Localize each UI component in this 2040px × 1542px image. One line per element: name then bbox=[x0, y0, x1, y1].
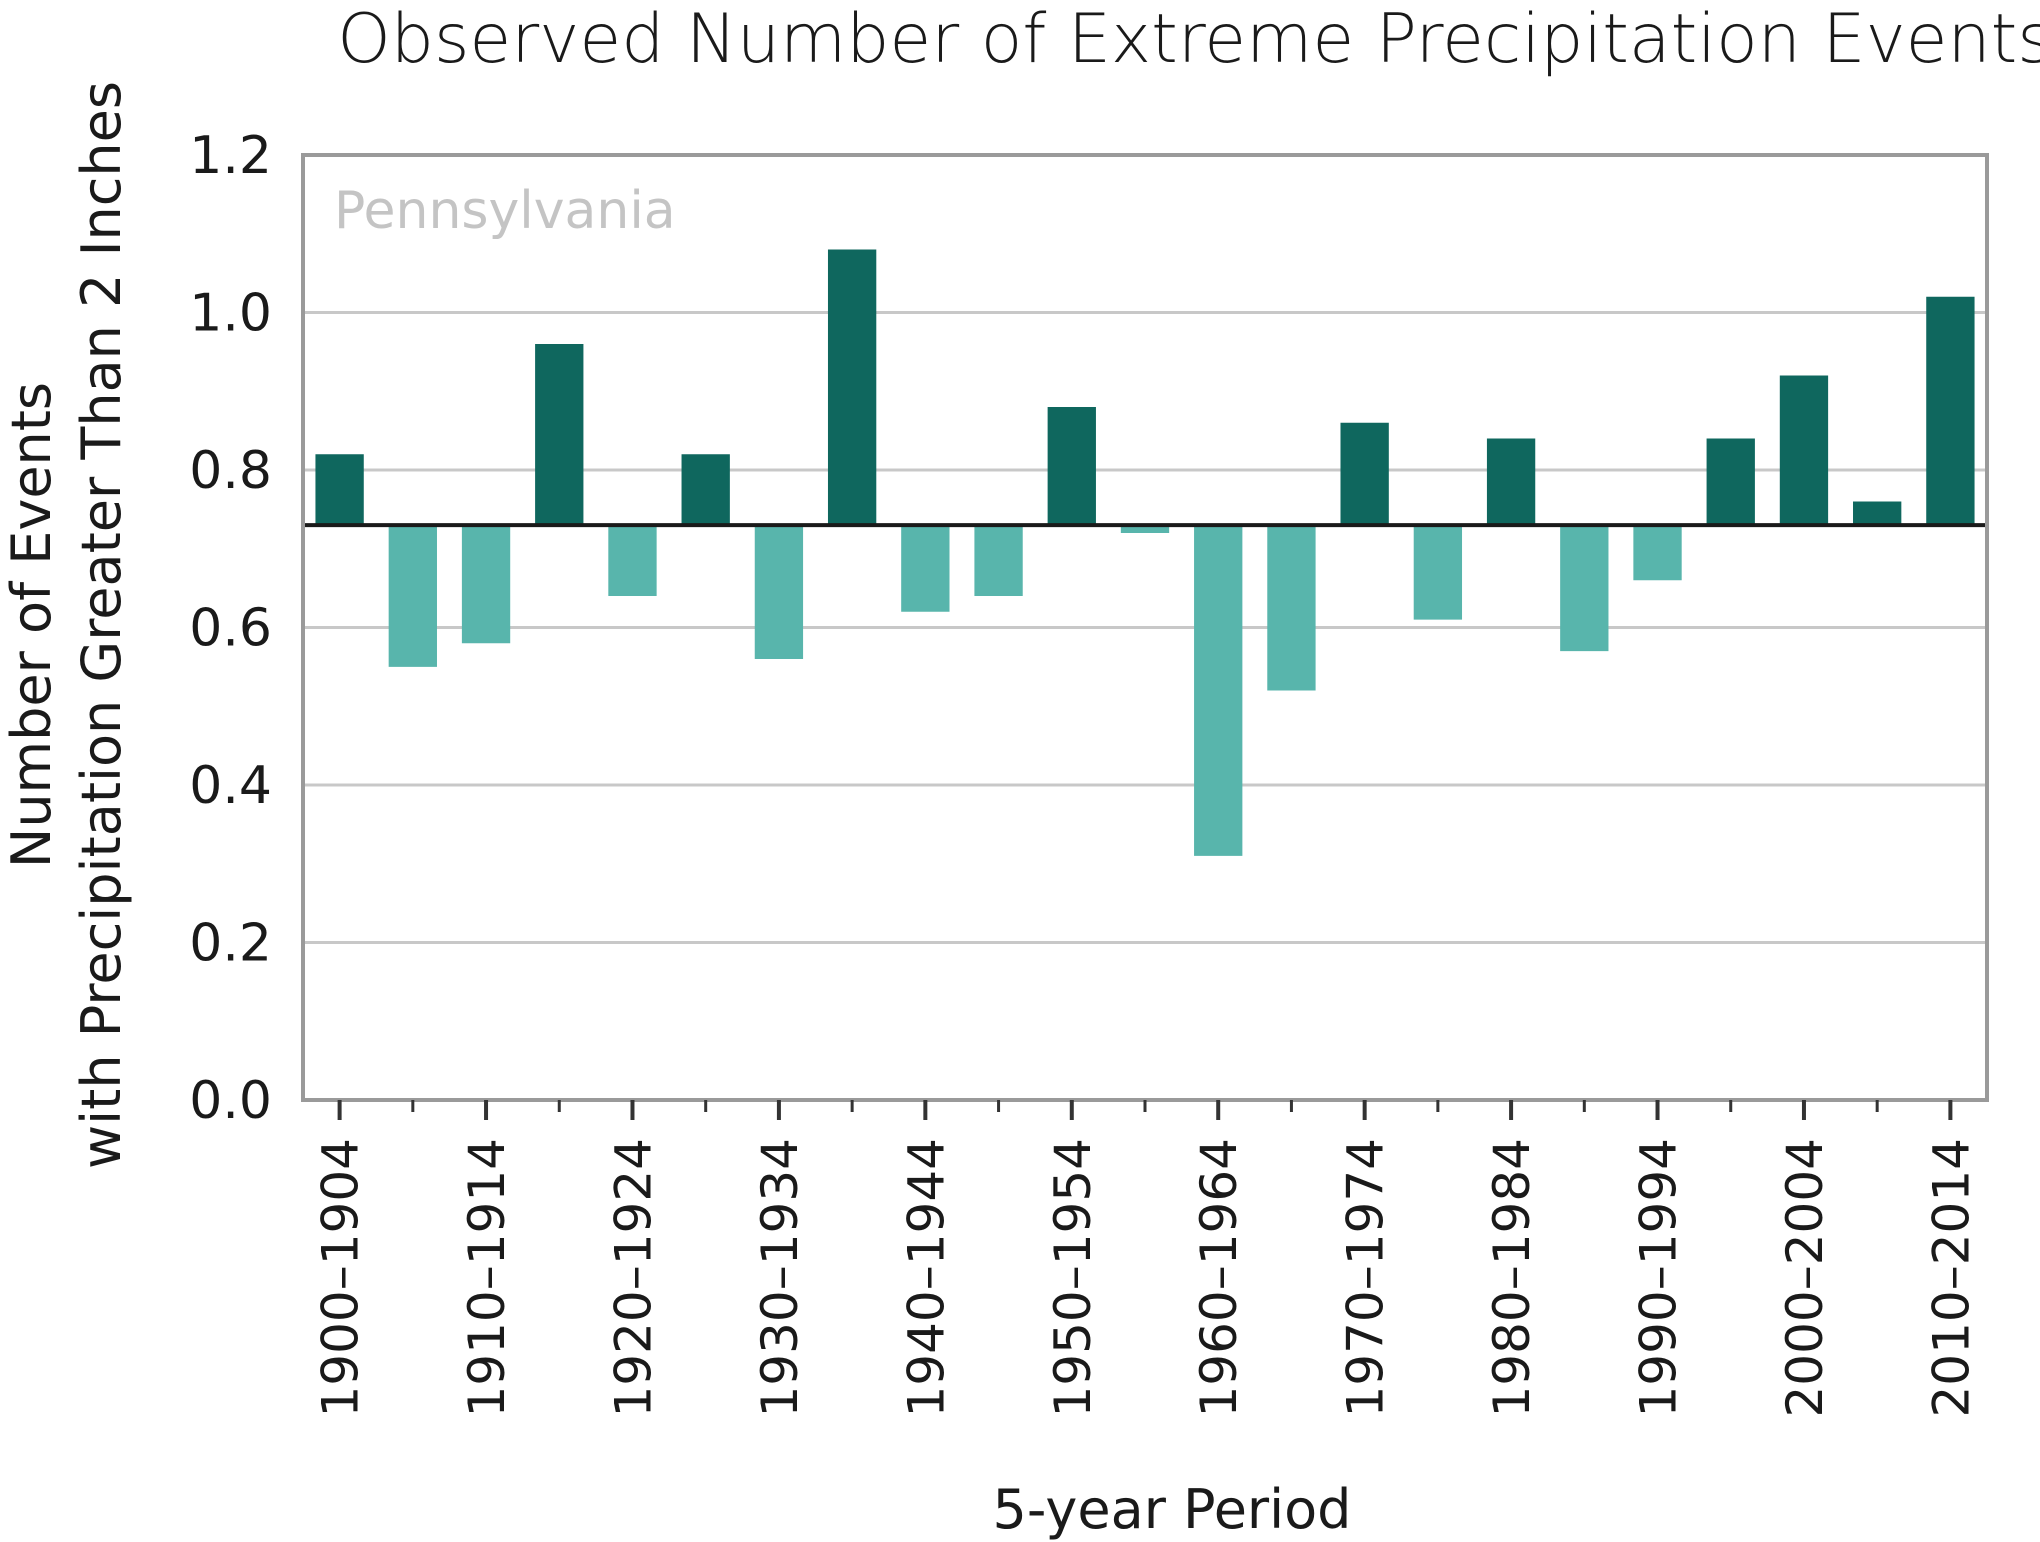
x-axis-title: 5-year Period bbox=[993, 1478, 1352, 1541]
x-tick-label: 1900–1904 bbox=[312, 1138, 370, 1418]
bar-1955–1959 bbox=[1120, 525, 1170, 533]
bar-1910–1914 bbox=[461, 525, 511, 644]
bar-1940–1944 bbox=[901, 525, 950, 612]
bar-1915–1919 bbox=[535, 344, 584, 526]
bar-1920–1924 bbox=[608, 525, 657, 596]
bar-1970–1974 bbox=[1340, 422, 1389, 526]
bar-1950–1954 bbox=[1047, 407, 1096, 526]
bar-1985–1989 bbox=[1560, 525, 1609, 652]
x-axis-ticks: 1900–1904 1910–1914 1920–1924 1930–1934 1940… bbox=[312, 1100, 1980, 1418]
bar-1925–1929 bbox=[681, 454, 730, 526]
bar-2005–2009 bbox=[1853, 501, 1902, 526]
y-tick-label: 0.4 bbox=[189, 756, 272, 816]
x-tick-label: 1970–1974 bbox=[1337, 1138, 1395, 1418]
bar-1995–1999 bbox=[1706, 438, 1755, 526]
x-tick-label: 1980–1984 bbox=[1483, 1138, 1541, 1418]
y-axis-title-line2: with Precipitation Greater Than 2 Inches bbox=[70, 81, 133, 1169]
grid-lines bbox=[303, 311, 1987, 944]
state-annotation: Pennsylvania bbox=[334, 181, 676, 241]
x-tick-label: 2000–2004 bbox=[1776, 1138, 1834, 1418]
x-tick-label: 1990–1994 bbox=[1630, 1138, 1688, 1418]
bar-1990–1994 bbox=[1633, 525, 1682, 581]
y-tick-label: 0.2 bbox=[189, 914, 272, 974]
x-tick-label: 1960–1964 bbox=[1190, 1138, 1248, 1418]
bar-1900–1904 bbox=[315, 454, 364, 526]
y-tick-label: 0.6 bbox=[189, 599, 272, 659]
bar-1965–1969 bbox=[1267, 525, 1316, 691]
y-tick-label: 0.8 bbox=[189, 441, 272, 501]
bar-1975–1979 bbox=[1413, 525, 1463, 620]
bar-2010–2014 bbox=[1926, 296, 1975, 526]
y-axis-ticks: 0.0 0.2 0.4 0.6 0.8 1.0 1.2 bbox=[189, 126, 272, 1131]
x-tick-label: 1910–1914 bbox=[458, 1138, 516, 1418]
bar-1935–1939 bbox=[827, 249, 877, 526]
bar-1905–1909 bbox=[388, 525, 437, 667]
bar-1960–1964 bbox=[1194, 525, 1243, 856]
y-tick-label: 1.2 bbox=[189, 126, 272, 186]
x-tick-label: 1930–1934 bbox=[751, 1138, 809, 1418]
chart-title: Observed Number of Extreme Precipitation… bbox=[337, 0, 2040, 79]
x-tick-label: 2010–2014 bbox=[1922, 1138, 1980, 1418]
y-tick-label: 0.0 bbox=[189, 1071, 272, 1131]
bar-1930–1934 bbox=[754, 525, 804, 659]
y-axis-title-line1: Number of Events bbox=[0, 382, 63, 868]
x-tick-label: 1940–1944 bbox=[897, 1138, 955, 1418]
y-tick-label: 1.0 bbox=[189, 284, 272, 344]
x-tick-label: 1920–1924 bbox=[604, 1138, 662, 1418]
bar-1945–1949 bbox=[974, 525, 1023, 596]
bar-2000–2004 bbox=[1779, 375, 1829, 526]
bar-1980–1984 bbox=[1486, 438, 1536, 526]
x-tick-label: 1950–1954 bbox=[1044, 1138, 1102, 1418]
bars bbox=[315, 249, 1975, 856]
